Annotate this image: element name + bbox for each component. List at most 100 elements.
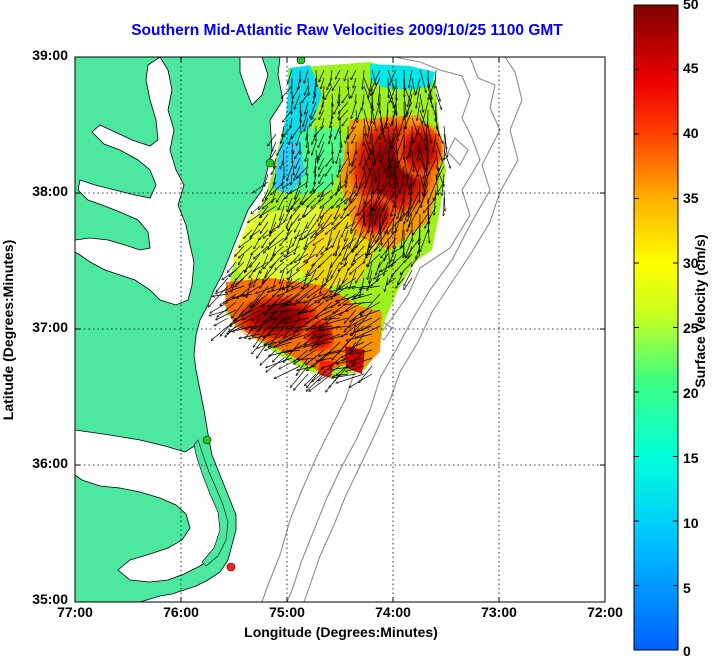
velocity-arrow [346,333,373,341]
velocity-arrow [398,117,405,136]
velocity-arrow [350,341,373,356]
velocity-arrow [341,221,349,238]
velocity-arrow [386,277,397,285]
velocity-arrow [304,117,309,132]
velocity-arrow [339,301,357,316]
velocity-arrow [304,373,317,386]
velocity-arrow [209,309,229,316]
velocity-arrow [294,237,301,255]
velocity-arrow [377,181,389,199]
velocity-arrow [369,229,381,248]
velocity-arrow [403,269,413,286]
velocity-arrow [234,309,253,321]
y-tick-label: 35:00 [32,591,68,607]
velocity-arrow [326,261,333,281]
velocity-arrow [356,173,357,189]
velocity-arrow [269,229,285,245]
velocity-arrow [411,253,421,267]
velocity-arrow [262,197,277,209]
velocity-arrow [334,213,349,230]
colorbar [633,4,679,651]
velocity-arrow [325,221,341,235]
velocity-arrow [336,149,341,164]
velocity-arrow [344,245,357,261]
velocity-arrow [346,221,357,229]
velocity-arrow [332,149,333,164]
velocity-arrow [416,245,421,259]
velocity-arrow [419,69,426,93]
velocity-arrow [371,109,377,131]
velocity-arrow [315,165,316,177]
velocity-arrow [394,165,397,188]
velocity-arrow [353,253,365,262]
velocity-arrow [315,149,318,164]
velocity-arrow [367,277,373,291]
velocity-arrow [291,85,301,99]
velocity-arrow [379,117,385,139]
colorbar-tick-label: 15 [683,450,699,466]
velocity-arrow [283,149,284,166]
x-tick-label: 76:00 [163,604,199,620]
velocity-arrow [208,285,229,307]
velocity-arrow [375,205,381,225]
velocity-arrow [304,221,317,239]
velocity-arrow [317,205,325,222]
velocity-arrow [267,133,277,146]
velocity-arrow [397,269,405,285]
velocity-arrow [395,141,398,164]
barrier-island [193,439,229,567]
velocity-arrow [279,205,285,221]
velocity-arrow [363,141,370,160]
velocity-arrow [311,197,325,208]
velocity-arrow [256,341,277,348]
velocity-arrow [215,285,237,294]
velocity-arrow [386,109,389,129]
velocity-arrow [287,237,293,254]
velocity-arrow [315,309,333,319]
velocity-arrow [338,181,349,191]
velocity-arrow [405,165,413,187]
velocity-arrow [319,101,325,115]
velocity-arrow [335,293,365,302]
velocity-arrow [442,173,445,196]
velocity-arrow [287,165,293,181]
velocity-arrow [363,157,371,174]
velocity-arrow [316,357,333,361]
velocity-arrow [318,349,341,356]
velocity-arrow [408,245,413,259]
velocity-arrow [371,141,375,164]
velocity-arrow [316,221,333,235]
velocity-arrow [261,189,269,202]
velocity-arrow [222,269,237,280]
velocity-arrow [281,85,293,99]
velocity-arrow [324,301,341,311]
velocity-arrow [320,197,333,209]
velocity-arrow [379,125,386,142]
velocity-arrow [294,157,301,169]
velocity-arrow [384,213,397,234]
velocity-arrow [356,245,365,256]
velocity-arrow [360,149,365,166]
velocity-arrow [252,181,269,193]
velocity-arrow [279,269,285,284]
velocity-arrow [327,77,333,90]
velocity-arrow [276,317,293,325]
velocity-arrow [283,333,309,342]
velocity-arrow [251,245,261,255]
velocity-arrow [271,293,293,309]
velocity-arrow [301,93,309,103]
velocity-arrow [250,253,261,268]
velocity-arrow [290,117,293,128]
colorbar-tick-label: 0 [683,643,691,659]
velocity-arrow [420,229,429,252]
velocity-arrow [235,277,245,287]
velocity-arrow [378,253,389,268]
velocity-arrow [367,261,373,280]
velocity-arrow [339,277,349,288]
velocity-arrow [238,245,253,258]
velocity-arrow [407,189,421,215]
velocity-arrow [214,317,229,327]
velocity-arrow [277,197,285,210]
colorbar-tick-label: 25 [683,320,699,336]
velocity-arrow [343,237,357,249]
